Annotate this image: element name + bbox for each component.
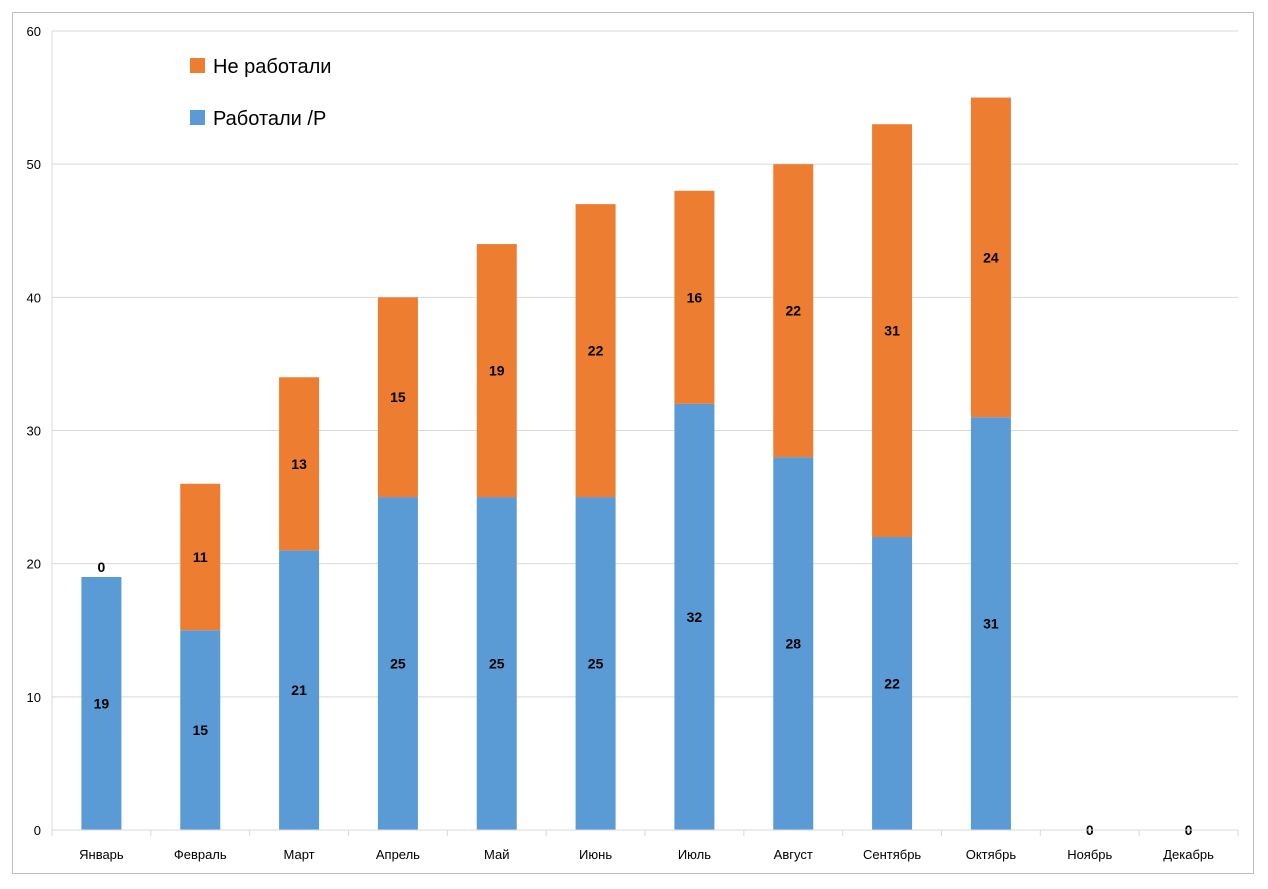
- data-label-top: 16: [687, 289, 703, 305]
- x-tick-label: Декабрь: [1163, 847, 1214, 862]
- bar-РаботалиР-7: [773, 457, 814, 830]
- data-label-top: 31: [884, 323, 900, 339]
- y-tick-label: 40: [27, 290, 41, 305]
- bar-Неработали-7: [773, 164, 814, 458]
- y-tick-label: 20: [27, 557, 41, 572]
- data-label-bottom: 31: [983, 616, 999, 632]
- x-tick-label: Май: [484, 847, 509, 862]
- data-label-top: 24: [983, 249, 999, 265]
- y-tick-label: 10: [27, 690, 41, 705]
- data-label-bottom: 25: [588, 656, 604, 672]
- bar-РаботалиР-5: [575, 497, 616, 830]
- x-tick-label: Апрель: [376, 847, 420, 862]
- legend-label: Работали /Р: [213, 108, 326, 130]
- y-tick-label: 30: [27, 424, 41, 439]
- data-label-bottom: 21: [291, 682, 307, 698]
- data-label-bottom: 25: [489, 656, 505, 672]
- data-label-top: 19: [489, 363, 505, 379]
- data-label-top-zero: 0: [98, 559, 106, 575]
- data-label-bottom: 25: [390, 656, 406, 672]
- x-tick-label: Ноябрь: [1067, 847, 1112, 862]
- x-tick-label: Июнь: [579, 847, 612, 862]
- bar-РаботалиР-3: [377, 497, 418, 830]
- bar-РаботалиР-6: [674, 403, 715, 830]
- data-label-bottom: 28: [785, 636, 801, 652]
- data-label-bottom: 22: [884, 676, 900, 692]
- data-label-top: 22: [785, 303, 801, 319]
- data-label-bottom: 32: [687, 609, 703, 625]
- bar-РаботалиР-0: [81, 576, 122, 830]
- bar-Неработали-4: [476, 244, 517, 498]
- data-label-top: 22: [588, 343, 604, 359]
- bar-РаботалиР-4: [476, 497, 517, 830]
- bar-Неработали-3: [377, 297, 418, 498]
- bar-РаботалиР-9: [970, 417, 1011, 830]
- bar-Неработали-1: [180, 483, 221, 631]
- bar-РаботалиР-1: [180, 630, 221, 830]
- x-tick-label: Октябрь: [966, 847, 1017, 862]
- x-tick-label: Сентябрь: [863, 847, 921, 862]
- bar-Неработали-8: [872, 124, 913, 538]
- legend-swatch: [190, 110, 205, 125]
- data-label-top: 11: [193, 549, 208, 565]
- legend-swatch: [190, 58, 205, 73]
- bar-Неработали-6: [674, 190, 715, 404]
- legend-label: Не работали: [213, 56, 331, 78]
- y-tick-label: 0: [34, 823, 41, 838]
- data-label-top: 15: [390, 389, 406, 405]
- bar-РаботалиР-2: [279, 550, 320, 830]
- data-label-bottom: 15: [192, 722, 208, 738]
- x-tick-label: Февраль: [174, 847, 227, 862]
- x-tick-label: Март: [284, 847, 315, 862]
- bar-Неработали-9: [970, 97, 1011, 418]
- bar-РаботалиР-8: [872, 537, 913, 830]
- bar-Неработали-5: [575, 204, 616, 498]
- data-label-bottom: 19: [94, 695, 110, 711]
- bar-Неработали-2: [279, 377, 320, 551]
- y-tick-label: 60: [27, 24, 41, 39]
- x-tick-label: Январь: [79, 847, 124, 862]
- y-tick-label: 50: [27, 157, 41, 172]
- x-tick-label: Август: [774, 847, 813, 862]
- data-label-top: 13: [291, 456, 307, 472]
- x-tick-label: Июль: [678, 847, 711, 862]
